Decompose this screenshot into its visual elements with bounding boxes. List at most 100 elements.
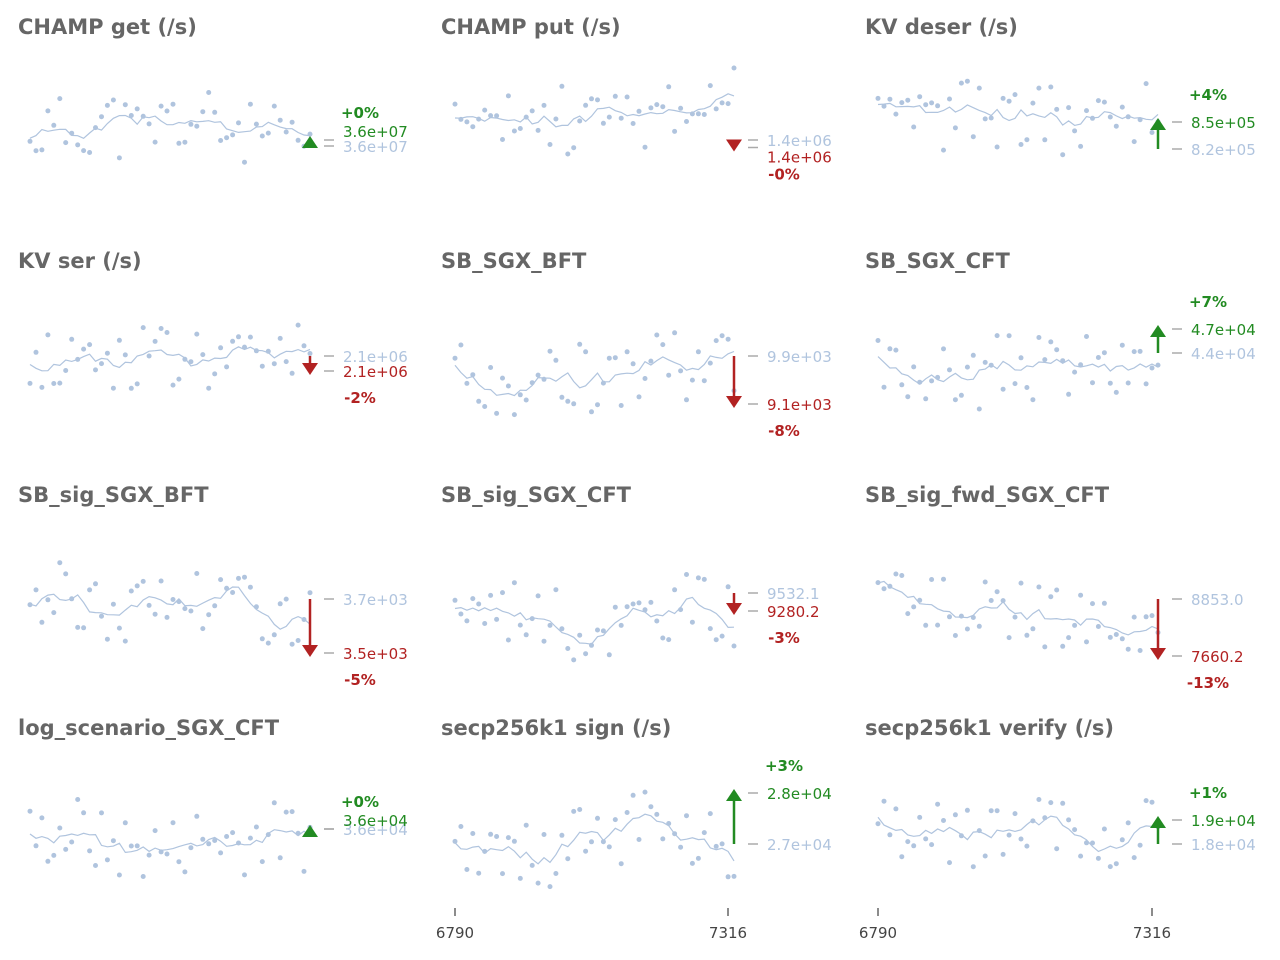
data-point (104, 102, 110, 108)
data-point (893, 806, 899, 812)
data-point (511, 838, 517, 844)
data-point (1125, 646, 1131, 652)
data-point (1048, 339, 1054, 345)
chart-title: CHAMP put (/s) (441, 15, 621, 39)
data-point (33, 587, 39, 593)
data-point (565, 398, 571, 404)
data-point (152, 338, 158, 344)
data-point (725, 584, 731, 590)
data-point (1107, 380, 1113, 386)
data-point (606, 355, 612, 361)
data-point (648, 804, 654, 810)
data-point (182, 869, 188, 875)
data-point (470, 124, 476, 130)
data-point (1113, 861, 1119, 867)
data-point (1054, 587, 1060, 593)
data-point (81, 346, 87, 352)
data-point (678, 844, 684, 850)
data-point (982, 116, 988, 122)
data-point (881, 586, 887, 592)
data-point (134, 583, 140, 589)
data-point (122, 102, 128, 108)
data-point (553, 587, 559, 593)
data-point (958, 833, 964, 839)
data-point (500, 137, 505, 142)
data-point (505, 637, 511, 643)
data-point (1107, 864, 1113, 870)
data-point (259, 636, 265, 642)
data-point (684, 813, 689, 819)
data-point (1072, 622, 1078, 628)
data-point (899, 854, 905, 860)
data-point (87, 150, 93, 155)
data-point (277, 335, 283, 341)
data-point (218, 577, 224, 583)
last-value-label: 1.4e+06 (767, 149, 832, 167)
data-point (559, 626, 565, 632)
data-point (152, 139, 158, 145)
data-point (194, 123, 200, 129)
data-point (713, 637, 719, 643)
data-point (283, 359, 289, 365)
data-point (565, 856, 571, 862)
data-point (1042, 357, 1048, 363)
data-point (1119, 342, 1125, 348)
data-point (259, 363, 265, 369)
chart-panel: SB_sig_fwd_SGX_CFT 8853.0 7660.2 -13% (865, 483, 1244, 692)
data-point (128, 113, 134, 118)
rolling-mean-line (29, 586, 311, 630)
data-point (104, 857, 110, 863)
data-point (941, 147, 946, 153)
data-point (39, 147, 45, 153)
data-point (701, 378, 707, 384)
chart-title: SB_sig_fwd_SGX_CFT (865, 483, 1110, 507)
data-point (612, 604, 618, 610)
data-point (517, 392, 523, 398)
data-point (212, 603, 218, 609)
data-point (476, 870, 482, 876)
chart-panel: SB_SGX_CFT 4.4e+04 4.7e+04 +7% (865, 249, 1256, 412)
data-point (695, 575, 701, 581)
data-point (1090, 601, 1095, 607)
data-point (104, 636, 110, 642)
pct-change-label: -3% (768, 629, 800, 647)
data-point (941, 346, 946, 352)
pct-change-label: +0% (341, 793, 379, 811)
data-point (707, 360, 713, 366)
data-point (307, 590, 313, 596)
data-point (893, 347, 899, 353)
data-point (253, 824, 259, 830)
data-point (1078, 362, 1084, 368)
data-point (1024, 137, 1030, 143)
rolling-mean-line (454, 596, 735, 645)
chart-title: SB_sig_SGX_BFT (18, 483, 209, 507)
data-point (200, 352, 206, 358)
data-point (500, 375, 505, 381)
data-point (684, 572, 689, 577)
data-point (976, 85, 982, 91)
data-point (505, 383, 511, 389)
data-point (583, 349, 589, 355)
data-point (947, 367, 952, 373)
data-point (881, 103, 887, 109)
baseline-label: 9532.1 (767, 585, 820, 603)
rolling-mean-line (454, 93, 735, 128)
data-point (911, 843, 917, 849)
data-point (654, 332, 660, 338)
chart-panel: KV deser (/s) 8.2e+05 8.5e+05 +4% (865, 15, 1256, 159)
data-point (122, 820, 128, 826)
data-point (689, 619, 695, 625)
rolling-mean-line (454, 813, 735, 865)
data-point (1030, 397, 1036, 403)
data-point (595, 815, 600, 821)
data-point (1113, 123, 1119, 129)
chart-title: secp256k1 sign (/s) (441, 716, 671, 740)
data-point (941, 818, 946, 823)
data-point (976, 623, 982, 629)
data-point (1054, 846, 1060, 852)
last-value-label: 2.1e+06 (343, 363, 408, 381)
data-point (464, 618, 470, 624)
data-point (1072, 128, 1078, 134)
data-point (952, 125, 958, 131)
data-point (911, 364, 917, 370)
